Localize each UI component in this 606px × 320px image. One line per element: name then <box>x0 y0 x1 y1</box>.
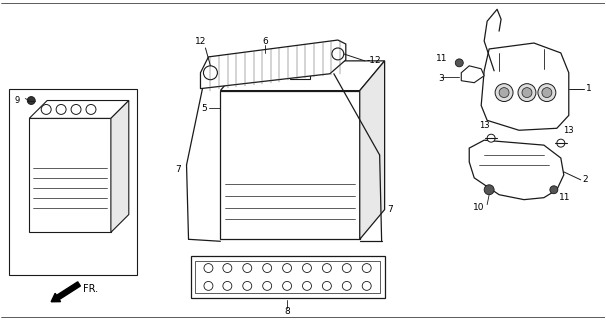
Bar <box>290 61 310 79</box>
Bar <box>196 261 379 293</box>
Circle shape <box>262 281 271 290</box>
Circle shape <box>56 105 66 114</box>
Circle shape <box>302 264 311 273</box>
Circle shape <box>332 48 344 60</box>
Text: 13: 13 <box>564 126 574 135</box>
Circle shape <box>484 185 494 195</box>
Circle shape <box>302 281 311 290</box>
Circle shape <box>455 59 463 67</box>
Circle shape <box>322 281 331 290</box>
Circle shape <box>41 105 51 114</box>
Polygon shape <box>469 140 564 200</box>
Text: 3: 3 <box>439 74 444 83</box>
Circle shape <box>282 264 291 273</box>
Circle shape <box>204 264 213 273</box>
Text: 10: 10 <box>473 203 485 212</box>
Circle shape <box>282 281 291 290</box>
Text: 7: 7 <box>388 205 393 214</box>
Circle shape <box>342 281 351 290</box>
Circle shape <box>262 264 271 273</box>
Circle shape <box>294 64 306 76</box>
Text: 2: 2 <box>583 175 588 184</box>
Text: FR.: FR. <box>83 284 98 294</box>
Circle shape <box>557 139 565 147</box>
Text: -12: -12 <box>367 56 381 65</box>
Circle shape <box>223 264 232 273</box>
Text: 5: 5 <box>202 104 207 113</box>
Circle shape <box>518 84 536 101</box>
Circle shape <box>86 105 96 114</box>
Circle shape <box>542 88 552 98</box>
Circle shape <box>242 64 255 76</box>
Circle shape <box>223 281 232 290</box>
Bar <box>190 256 385 298</box>
Text: 6: 6 <box>262 36 268 45</box>
Circle shape <box>522 88 532 98</box>
FancyArrow shape <box>51 282 81 302</box>
Circle shape <box>71 105 81 114</box>
Circle shape <box>342 264 351 273</box>
Text: 13: 13 <box>479 121 490 130</box>
Text: 11: 11 <box>436 54 447 63</box>
Text: 7: 7 <box>175 165 181 174</box>
Text: 9: 9 <box>14 96 19 105</box>
Text: 8: 8 <box>284 307 290 316</box>
Bar <box>238 61 258 79</box>
Polygon shape <box>29 100 129 118</box>
Polygon shape <box>481 43 569 130</box>
Circle shape <box>362 264 371 273</box>
Polygon shape <box>360 61 385 239</box>
Bar <box>9 89 137 275</box>
Bar <box>221 91 360 239</box>
Text: 11: 11 <box>559 193 570 202</box>
Circle shape <box>204 66 218 80</box>
Text: 12: 12 <box>195 36 206 45</box>
Circle shape <box>27 97 35 105</box>
Circle shape <box>362 281 371 290</box>
Text: 1: 1 <box>585 84 591 93</box>
Polygon shape <box>201 40 346 89</box>
Bar <box>29 118 111 232</box>
Circle shape <box>550 186 558 194</box>
Circle shape <box>495 84 513 101</box>
Circle shape <box>322 264 331 273</box>
Circle shape <box>487 134 495 142</box>
Polygon shape <box>111 100 129 232</box>
Circle shape <box>538 84 556 101</box>
Circle shape <box>243 281 251 290</box>
Circle shape <box>499 88 509 98</box>
Circle shape <box>243 264 251 273</box>
Circle shape <box>204 281 213 290</box>
Polygon shape <box>221 61 385 91</box>
Polygon shape <box>461 66 484 83</box>
